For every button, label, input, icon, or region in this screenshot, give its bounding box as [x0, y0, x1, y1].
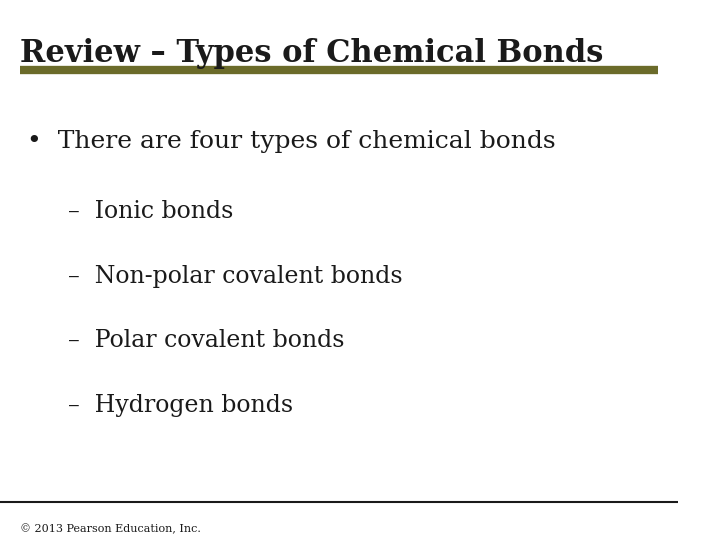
Text: –  Ionic bonds: – Ionic bonds: [68, 200, 233, 223]
Text: •  There are four types of chemical bonds: • There are four types of chemical bonds: [27, 130, 556, 153]
Text: –  Non-polar covalent bonds: – Non-polar covalent bonds: [68, 265, 402, 288]
Text: © 2013 Pearson Education, Inc.: © 2013 Pearson Education, Inc.: [20, 524, 201, 535]
Text: –  Polar covalent bonds: – Polar covalent bonds: [68, 329, 344, 353]
Text: –  Hydrogen bonds: – Hydrogen bonds: [68, 394, 293, 417]
Text: Review – Types of Chemical Bonds: Review – Types of Chemical Bonds: [20, 38, 603, 69]
